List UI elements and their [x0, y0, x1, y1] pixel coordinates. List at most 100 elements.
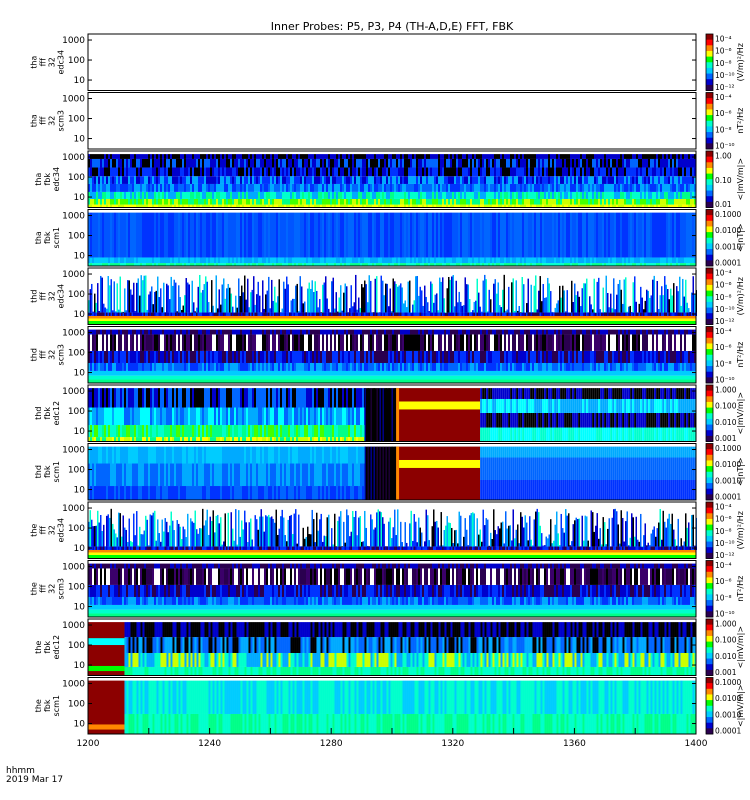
pixel [382, 191, 384, 199]
pixel [380, 176, 382, 184]
pixel [314, 158, 316, 168]
pixel [302, 154, 304, 159]
pixel [438, 263, 440, 266]
pixel [356, 334, 358, 351]
pixel [556, 212, 558, 258]
pixel [574, 312, 576, 316]
pixel [659, 295, 661, 313]
panel-label-line: 32 [48, 57, 57, 67]
pixel [368, 176, 370, 184]
pixel [259, 312, 261, 316]
pixel [194, 350, 196, 363]
pixel [270, 183, 272, 192]
pixel [128, 183, 130, 192]
pixel [596, 176, 598, 184]
pixel [608, 191, 610, 199]
pixel [570, 183, 572, 192]
pixel [670, 198, 672, 205]
pixel [274, 329, 276, 335]
pixel [144, 362, 146, 371]
pixel [292, 154, 294, 159]
pixel [262, 329, 264, 335]
pixel [216, 334, 218, 351]
pixel [356, 257, 358, 264]
pixel [546, 167, 548, 177]
pixel [400, 198, 402, 205]
pixel [472, 167, 474, 177]
pixel [218, 158, 220, 168]
pixel [392, 312, 394, 316]
pixel [144, 212, 146, 258]
pixel [133, 282, 135, 313]
pixel [142, 154, 144, 159]
pixel [428, 191, 430, 199]
pixel [644, 154, 646, 159]
pixel [560, 312, 562, 316]
pixel [304, 176, 306, 184]
pixel [106, 350, 108, 363]
pixel [437, 310, 439, 313]
pixel [232, 306, 234, 313]
pixel [376, 183, 378, 192]
pixel [484, 158, 486, 168]
pixel [438, 167, 440, 177]
pixel [196, 204, 198, 208]
pixel [616, 257, 618, 264]
pixel [360, 198, 362, 205]
pixel [568, 263, 570, 266]
pixel [302, 329, 304, 335]
pixel [658, 204, 660, 208]
pixel [548, 176, 550, 184]
pixel [572, 263, 574, 266]
pixel [388, 212, 390, 258]
pixel [114, 334, 116, 351]
pixel [491, 312, 493, 314]
pixel [652, 176, 654, 184]
pixel [534, 167, 536, 177]
pixel [556, 204, 558, 208]
pixel [448, 276, 450, 313]
pixel [640, 191, 642, 199]
pixel [504, 176, 506, 184]
pixel [546, 176, 548, 184]
pixel [580, 257, 582, 264]
pixel [252, 212, 254, 258]
pixel [262, 198, 264, 205]
pixel [142, 334, 144, 351]
pixel [374, 329, 376, 335]
pixel [112, 158, 114, 168]
pixel [694, 204, 696, 208]
pixel [490, 212, 492, 258]
pixel [270, 191, 272, 199]
pixel [104, 257, 106, 264]
pixel [412, 154, 414, 159]
pixel [329, 312, 331, 316]
pixel [158, 350, 160, 363]
pixel [518, 263, 520, 266]
pixel [370, 158, 372, 168]
pixel [376, 158, 378, 168]
pixel [176, 312, 178, 316]
pixel [334, 167, 336, 177]
pixel [174, 329, 176, 335]
pixel [396, 158, 398, 168]
pixel [686, 312, 688, 316]
pixel [262, 257, 264, 264]
pixel [264, 263, 266, 266]
pixel [144, 204, 146, 208]
pixel [402, 362, 404, 371]
pixel [642, 154, 644, 159]
pixel [468, 198, 470, 205]
pixel [194, 191, 196, 199]
pixel [530, 191, 532, 199]
pixel [118, 191, 120, 199]
pixel [522, 158, 524, 168]
colorbar-tick-label: 0.0010 [715, 242, 741, 251]
pixel [119, 312, 121, 316]
pixel [220, 204, 222, 208]
pixel [532, 183, 534, 192]
pixel [194, 312, 196, 316]
pixel [186, 167, 188, 177]
pixel [362, 257, 364, 264]
pixel [602, 312, 604, 316]
